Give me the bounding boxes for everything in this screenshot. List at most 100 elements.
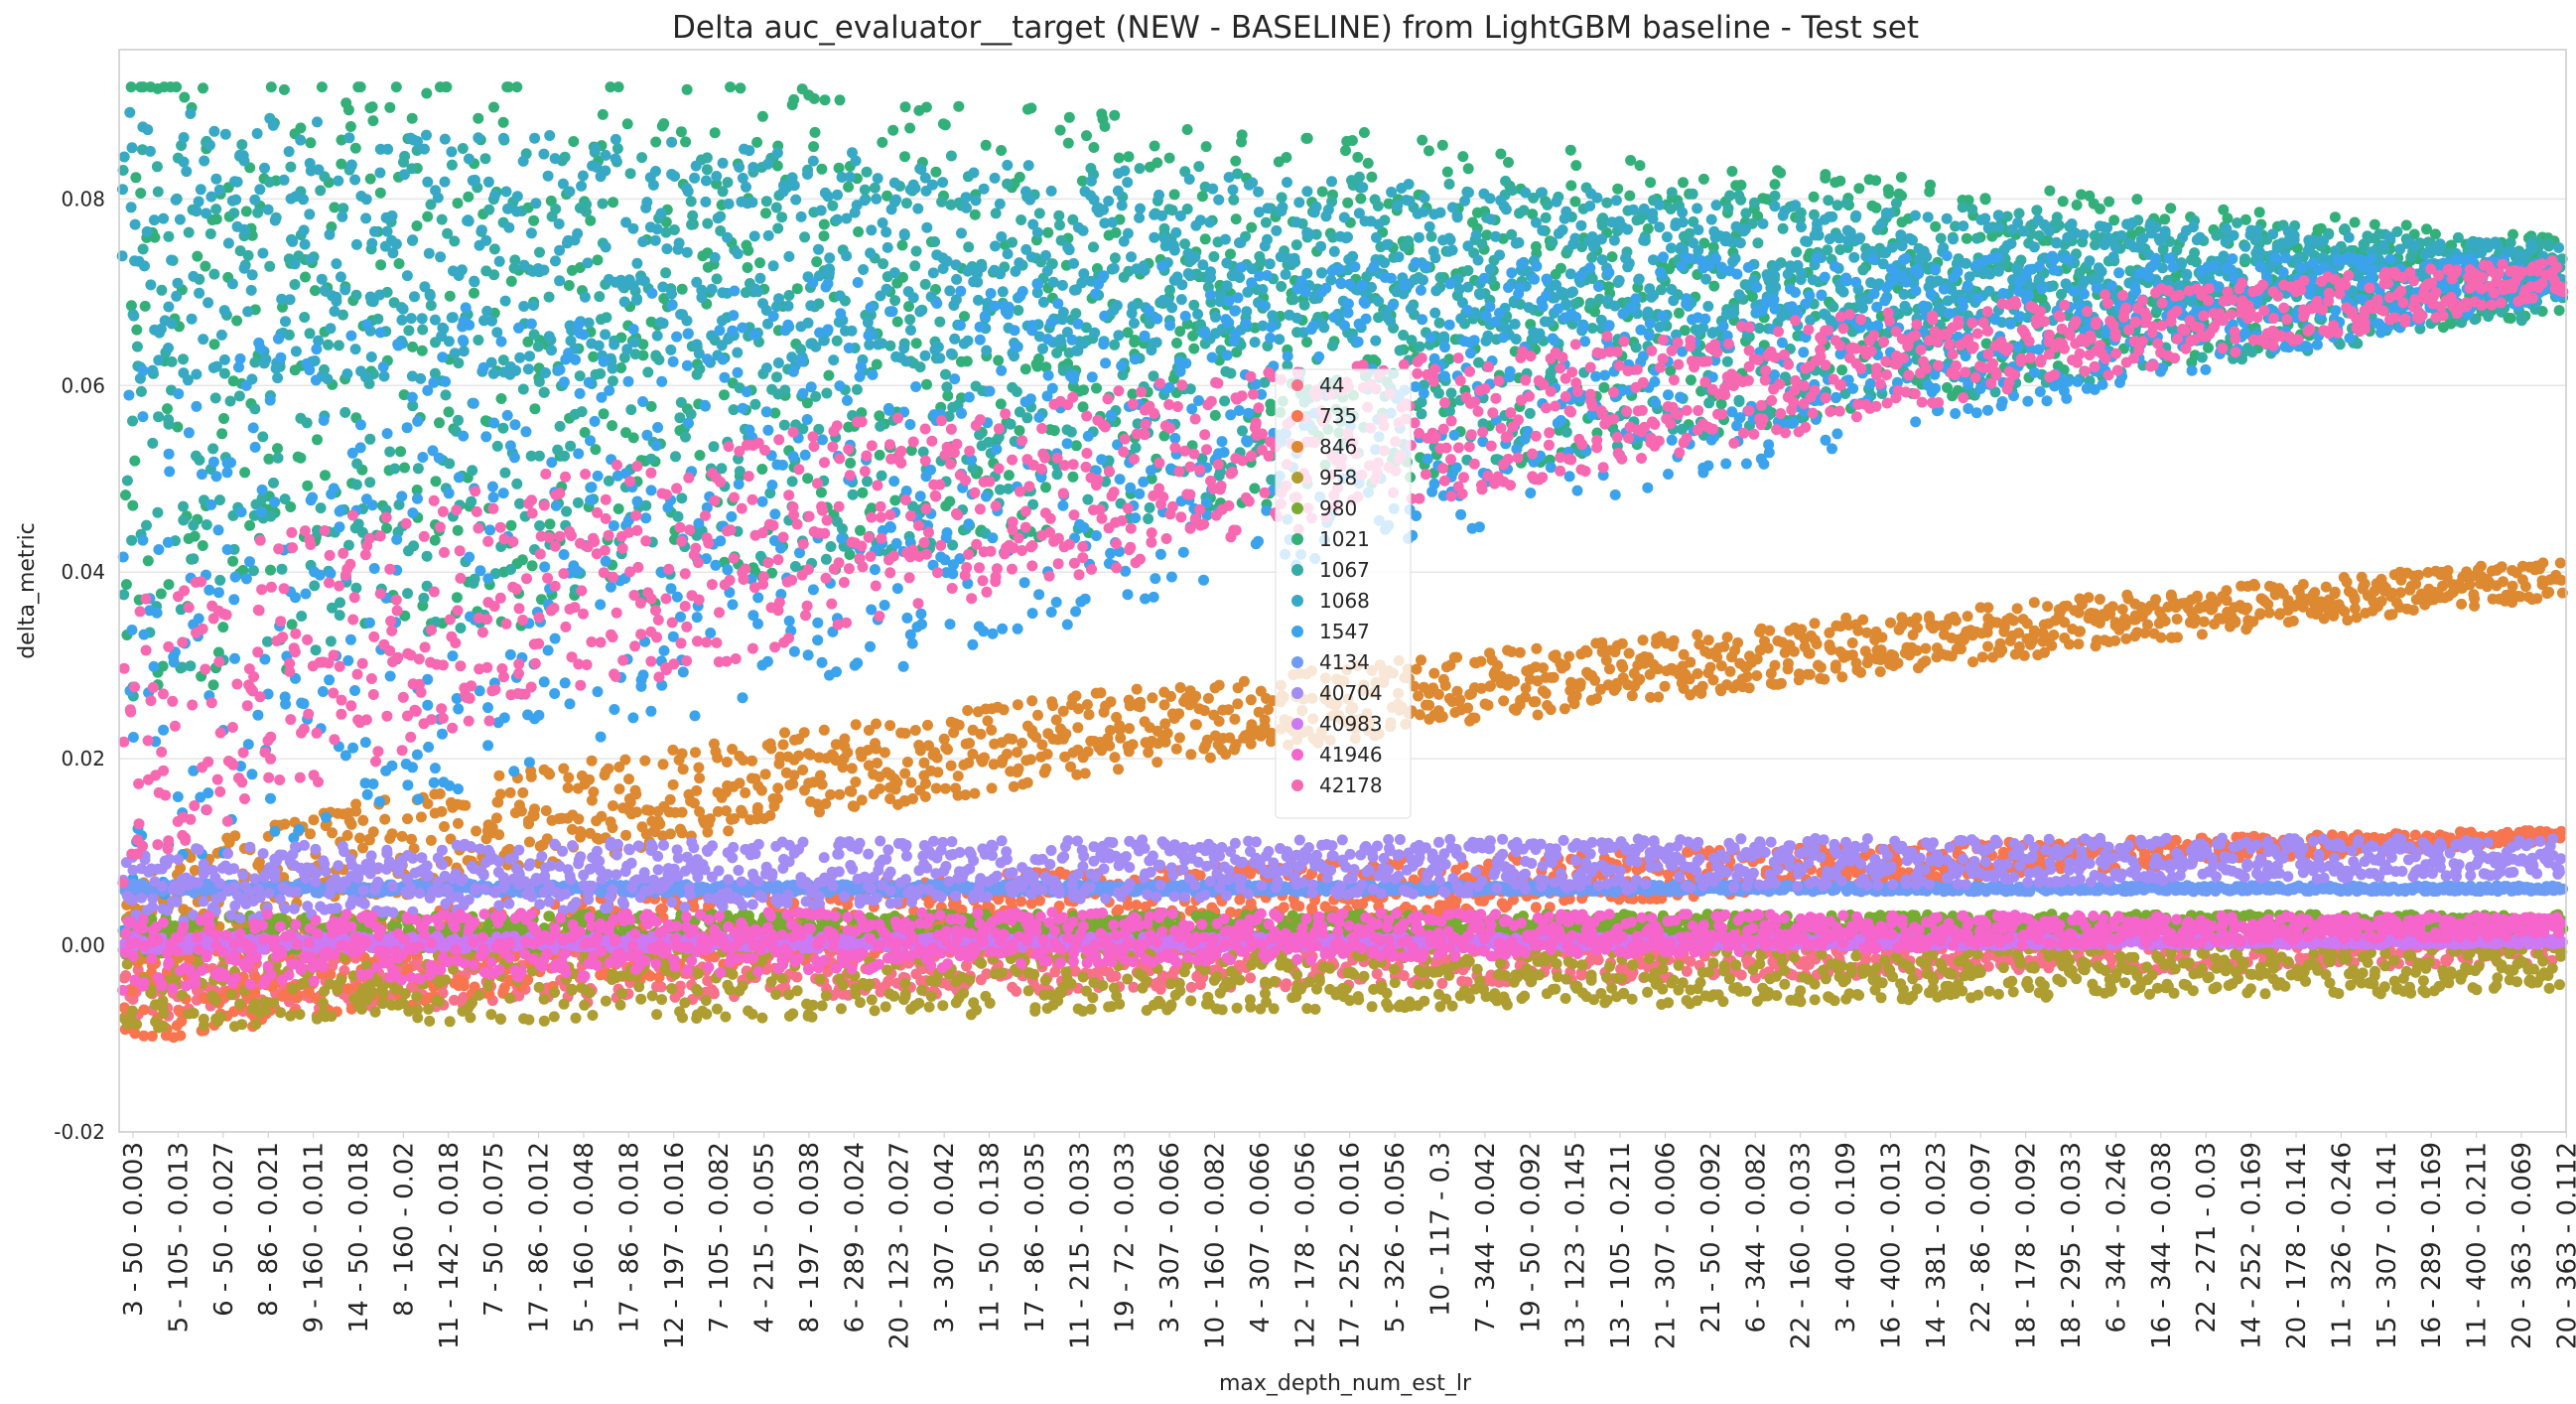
data-point: [2410, 578, 2422, 590]
data-point: [1857, 614, 1869, 626]
data-point: [953, 719, 965, 731]
data-point: [1751, 670, 1763, 681]
data-point: [697, 1005, 709, 1017]
data-point: [2196, 629, 2208, 640]
data-point: [440, 974, 452, 986]
data-point: [2121, 589, 2133, 601]
data-point: [694, 772, 706, 784]
data-point: [570, 1012, 582, 1024]
data-point: [399, 988, 411, 1000]
data-point: [1912, 622, 1923, 633]
data-point: [175, 1030, 187, 1042]
data-point: [2075, 626, 2086, 637]
data-point: [386, 828, 398, 840]
data-point: [1530, 902, 1542, 913]
data-point: [406, 833, 417, 845]
data-point: [764, 738, 776, 750]
data-point: [1040, 763, 1052, 774]
data-point: [923, 1001, 935, 1013]
data-point: [538, 1015, 550, 1027]
data-point: [1707, 674, 1719, 686]
data-point: [1229, 713, 1241, 725]
data-point: [1424, 699, 1435, 711]
data-point: [1592, 954, 1604, 966]
data-point: [1815, 661, 1827, 673]
data-point: [225, 989, 237, 1001]
data-point: [1039, 974, 1051, 986]
data-point: [1498, 695, 1510, 707]
data-point: [2028, 597, 2040, 609]
data-point: [690, 747, 701, 759]
data-point: [1461, 976, 1473, 988]
data-point: [1436, 711, 1448, 723]
data-point: [760, 963, 772, 975]
data-point: [275, 1007, 287, 1019]
data-point: [415, 811, 427, 823]
data-point: [1079, 768, 1091, 779]
data-point: [772, 782, 784, 794]
data-point: [1559, 703, 1570, 715]
data-point: [2046, 639, 2058, 651]
data-point: [708, 986, 720, 998]
data-point: [422, 798, 434, 809]
data-point: [523, 1014, 535, 1026]
data-point: [327, 960, 339, 972]
data-point: [2170, 834, 2182, 846]
data-point: [1589, 674, 1601, 686]
data-point: [1637, 634, 1649, 646]
data-point: [1475, 655, 1487, 667]
data-point: [1002, 748, 1013, 760]
data-point: [1357, 898, 1369, 910]
data-point: [746, 755, 758, 767]
data-point: [1174, 985, 1186, 997]
data-point: [938, 733, 950, 745]
data-point: [981, 968, 993, 980]
data-point: [771, 792, 783, 804]
data-point: [630, 788, 642, 800]
data-point: [1788, 645, 1800, 657]
data-point: [666, 983, 678, 995]
data-point: [864, 978, 876, 990]
data-point: [791, 985, 803, 997]
data-point: [1110, 970, 1122, 982]
data-point: [2011, 603, 2023, 615]
data-point: [1759, 635, 1770, 647]
data-point: [866, 994, 878, 1006]
data-point: [2083, 592, 2095, 604]
data-point: [2407, 605, 2419, 616]
data-point: [724, 984, 736, 996]
data-point: [1017, 737, 1028, 749]
data-point: [588, 786, 600, 798]
data-point: [1724, 665, 1736, 677]
data-point: [584, 773, 596, 785]
data-point: [755, 784, 767, 796]
data-point: [891, 776, 903, 788]
data-point: [158, 1021, 170, 1033]
data-point: [2309, 587, 2321, 599]
data-point: [2254, 609, 2266, 621]
data-point: [2498, 576, 2508, 588]
data-point: [580, 984, 592, 996]
data-point: [764, 809, 776, 821]
data-point: [677, 764, 689, 775]
data-point: [234, 998, 246, 1010]
data-point: [2241, 602, 2253, 614]
data-point: [1436, 978, 1448, 989]
data-point: [377, 987, 389, 999]
data-point: [515, 805, 527, 817]
data-point: [633, 981, 645, 993]
data-point: [945, 760, 957, 772]
data-point: [2394, 587, 2406, 599]
data-point: [566, 984, 578, 996]
data-point: [1174, 682, 1186, 693]
data-point: [1065, 978, 1077, 990]
data-point: [1451, 651, 1463, 663]
data-point: [679, 997, 691, 1009]
data-point: [1685, 656, 1696, 668]
data-point: [2150, 594, 2162, 606]
data-point: [1531, 642, 1543, 654]
data-point: [1113, 904, 1125, 915]
data-point: [613, 783, 625, 795]
data-point: [834, 788, 846, 800]
